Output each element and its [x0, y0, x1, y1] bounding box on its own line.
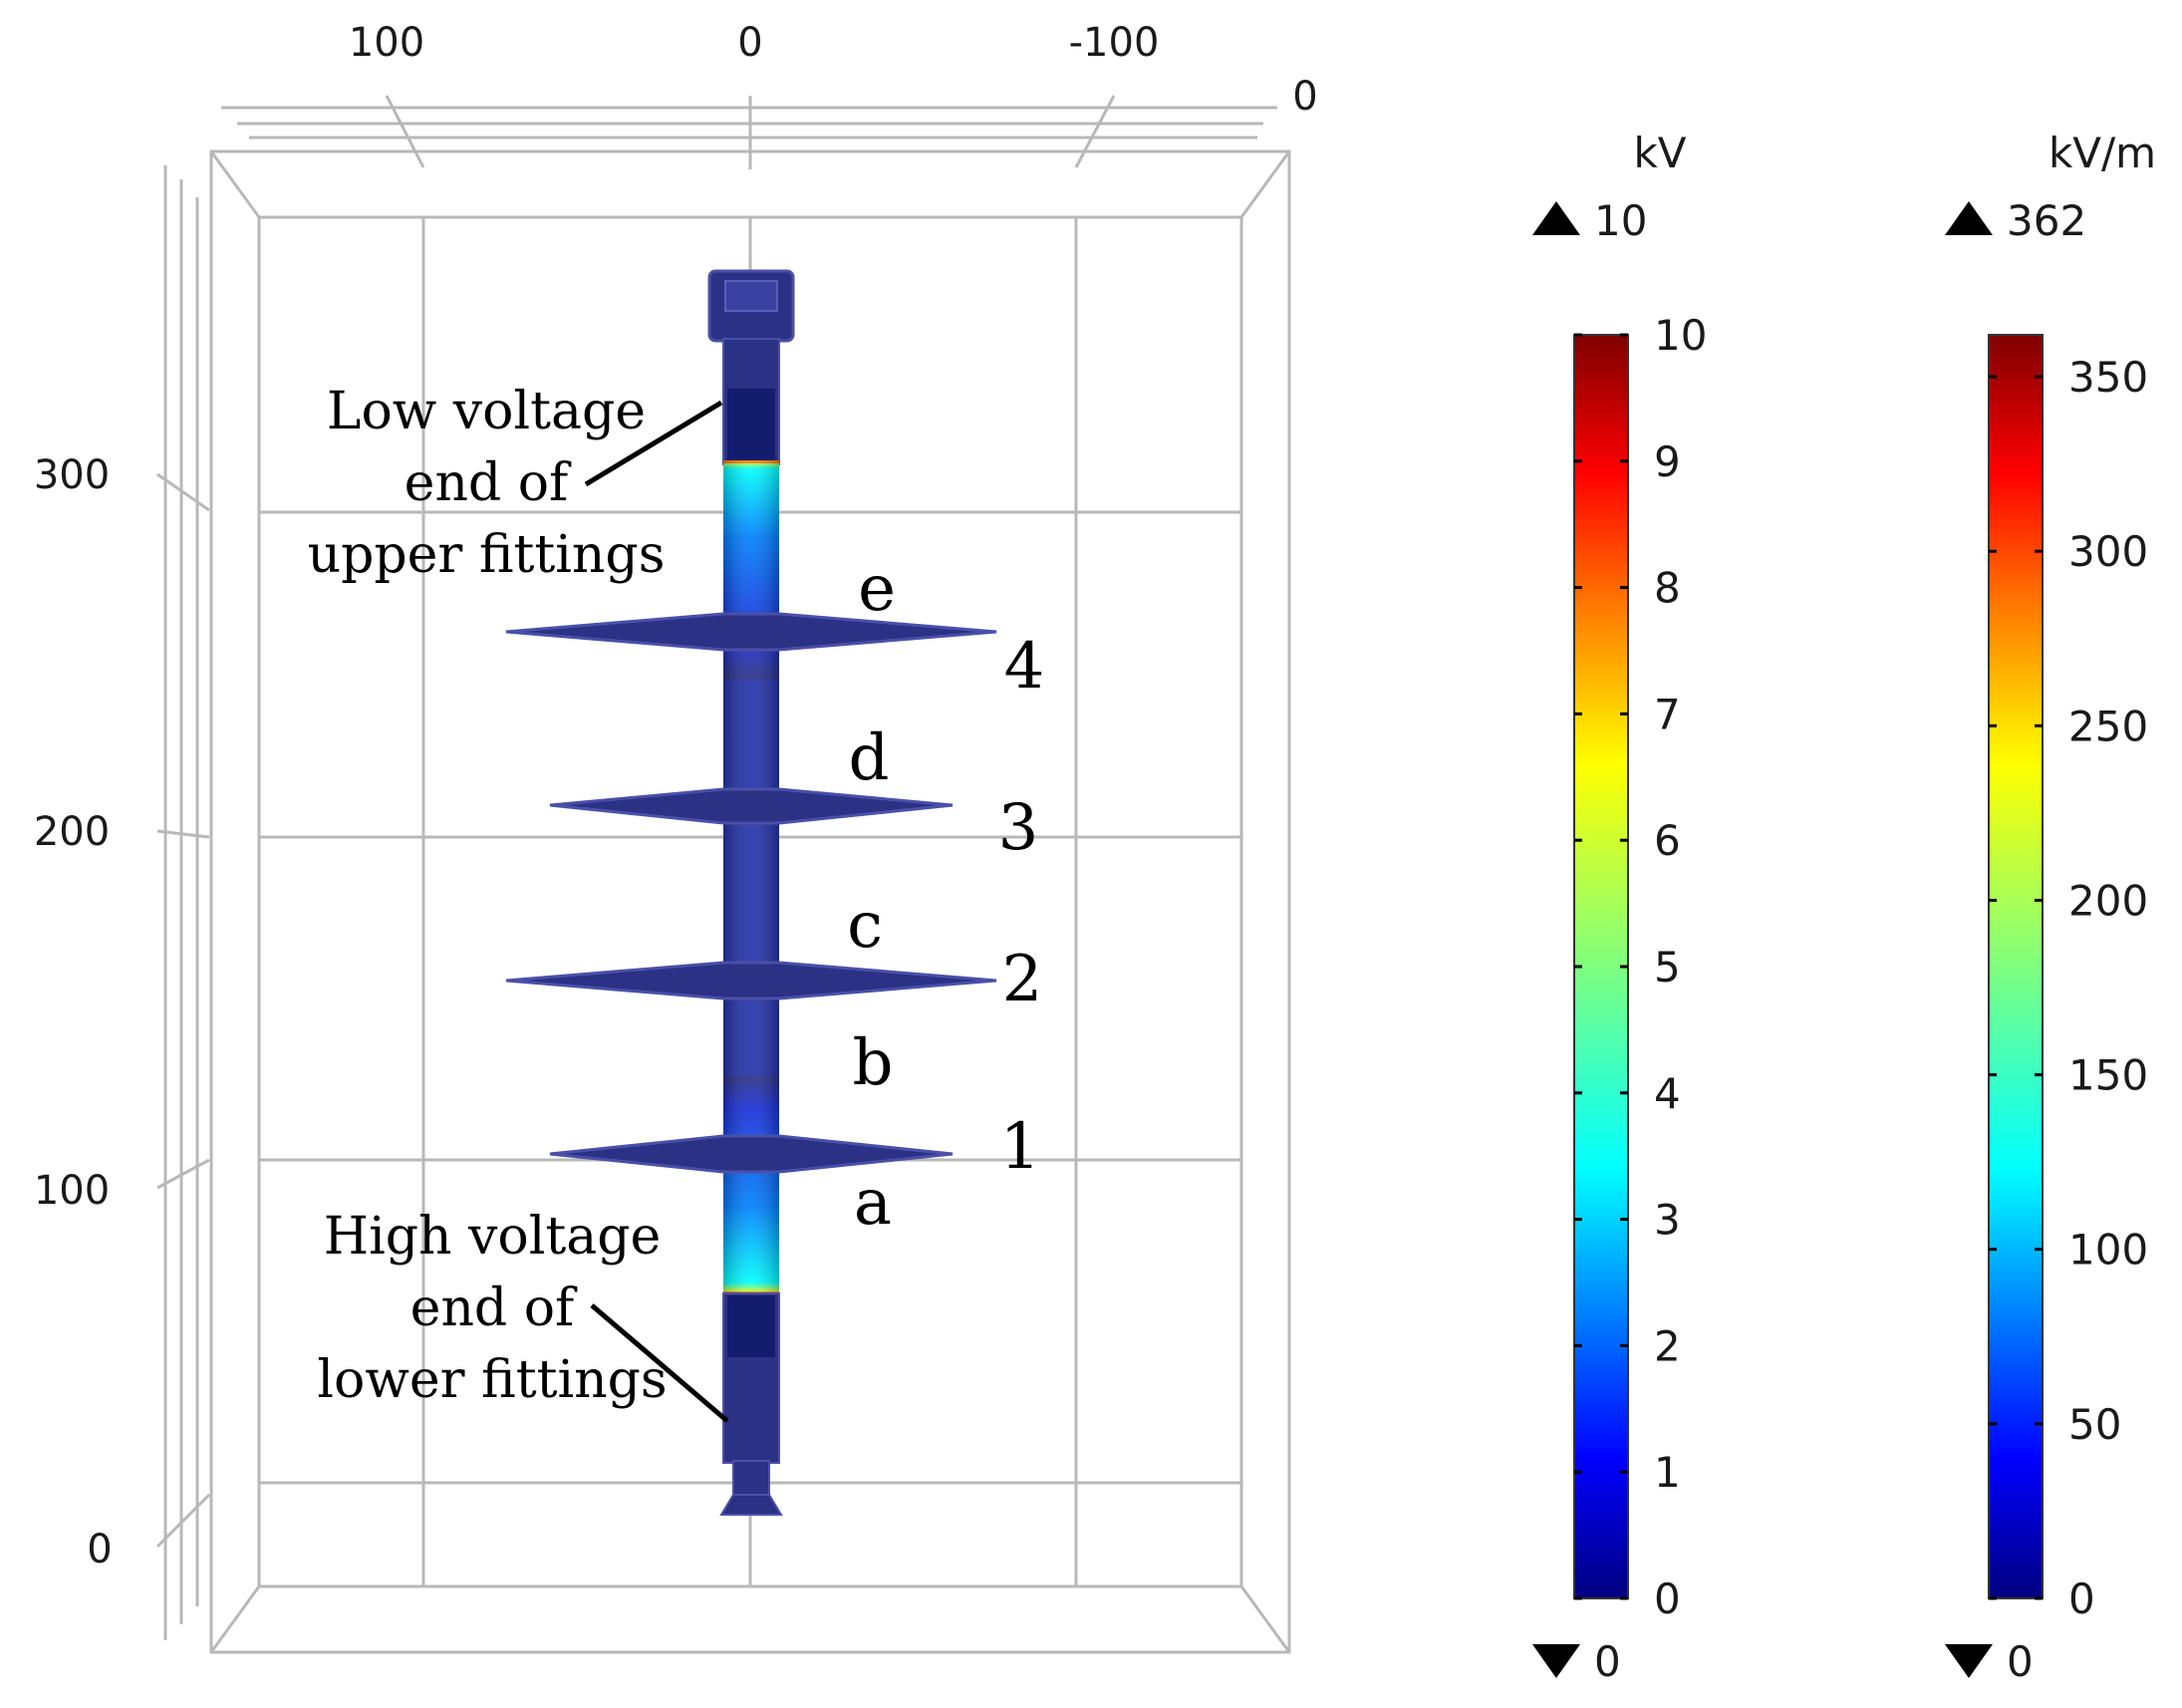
shed-number-label: 4: [1004, 630, 1045, 704]
shed-1: [549, 1134, 954, 1174]
colorbar-tick-label: 100: [2068, 1226, 2148, 1275]
insulator: [505, 269, 997, 1516]
left-axis: [155, 165, 211, 1640]
colorbar-unit: kV/m: [2048, 129, 2156, 177]
annotation-line: end of: [410, 1279, 578, 1338]
colorbar-tick-label: 0: [1654, 1574, 1681, 1623]
depth-tick-label: 0: [1292, 74, 1317, 120]
corner-edge-br: [1239, 1585, 1291, 1653]
colorbar-tick-label: 0: [2068, 1574, 2095, 1623]
axis-tick-labels: 100 0 -100 0 300 200 100 0: [34, 20, 1318, 1572]
max-triangle-icon: [1532, 201, 1580, 235]
corner-edge-bl: [209, 1585, 261, 1653]
colorbar-max-label: 10: [1594, 196, 1647, 245]
high-voltage-annotation: High voltage end of lower fittings: [317, 1207, 729, 1423]
top-tick-label: 100: [349, 20, 424, 66]
annotation-line: upper fittings: [308, 525, 666, 585]
colorbar-tick-label: 4: [1654, 1069, 1681, 1118]
left-tick-label: 200: [34, 809, 110, 855]
colorbar-max-label: 362: [2007, 196, 2086, 245]
section-letter-label: e: [858, 552, 896, 626]
colorbar-tick-label: 9: [1654, 437, 1681, 486]
leader-line: [584, 400, 723, 487]
colorbar-tick-label: 1: [1654, 1448, 1681, 1497]
shed-numbers: 4 3 2 1: [998, 630, 1045, 1184]
colorbar-tick-label: 5: [1654, 943, 1681, 992]
colorbar-tick-label: 50: [2068, 1400, 2121, 1449]
colorbar-field: kV/m 362 350 300 250 200 150 100 50 0 0: [1945, 129, 2156, 1686]
annotation-line: Low voltage: [327, 382, 646, 441]
colorbar-tick-label: 200: [2068, 876, 2148, 925]
max-triangle-icon: [1945, 201, 1993, 235]
top-tick-label: -100: [1069, 20, 1160, 66]
lower-fitting-neck: [732, 1460, 770, 1496]
colorbar-min-label: 0: [2007, 1637, 2034, 1686]
shed-number-label: 1: [1000, 1110, 1041, 1184]
colorbar-tick-label: 2: [1654, 1321, 1681, 1370]
corner-edge-tr: [1239, 150, 1291, 218]
annotation-line: end of: [405, 453, 572, 513]
top-tick-label: 0: [737, 20, 762, 66]
lower-fitting-base: [719, 1494, 783, 1516]
section-letter-label: a: [854, 1166, 892, 1240]
colorbar-tick-label: 10: [1654, 311, 1707, 360]
left-tick-label: 100: [34, 1168, 110, 1214]
colorbar-tick-label: 8: [1654, 564, 1681, 613]
leader-line: [590, 1303, 729, 1423]
section-letters: e d c b a: [847, 552, 896, 1240]
section-letter-label: d: [849, 721, 890, 795]
colorbar-tick-label: 250: [2068, 702, 2148, 750]
colorbar-ticks: 350 300 250 200 150 100 50 0: [1989, 353, 2148, 1623]
colorbar-gradient: [1573, 334, 1629, 1599]
low-voltage-annotation: Low voltage end of upper fittings: [308, 382, 723, 585]
colorbar-tick-label: 7: [1654, 690, 1681, 738]
colorbar-tick-label: 6: [1654, 816, 1681, 865]
shed-number-label: 2: [1002, 943, 1043, 1016]
section-letter-label: b: [853, 1026, 894, 1100]
left-tick-label: 300: [34, 452, 110, 498]
annotation-line: lower fittings: [317, 1350, 667, 1410]
colorbar-tick-label: 3: [1654, 1196, 1681, 1245]
shed-3: [549, 787, 954, 825]
left-tick-label: 0: [87, 1527, 112, 1572]
section-letter-label: c: [847, 889, 883, 963]
colorbar-tick-label: 350: [2068, 353, 2148, 402]
shed-4: [505, 612, 997, 652]
upper-fitting-cap-detail: [724, 280, 778, 312]
colorbar-tick-label: 300: [2068, 527, 2148, 576]
upper-fitting-dark-band: [727, 389, 775, 462]
colorbar-gradient: [1988, 334, 2044, 1599]
min-triangle-icon: [1945, 1644, 1993, 1678]
corner-edge-tl: [209, 150, 261, 218]
lower-fitting-dark-band: [727, 1295, 775, 1357]
top-axis: [221, 95, 1277, 169]
colorbar-min-label: 0: [1594, 1637, 1621, 1686]
colorbar-unit: kV: [1633, 129, 1686, 177]
annotation-line: High voltage: [324, 1207, 662, 1267]
shed-number-label: 3: [998, 791, 1039, 865]
colorbar-tick-label: 150: [2068, 1051, 2148, 1100]
shed-2: [505, 961, 997, 1000]
min-triangle-icon: [1532, 1644, 1580, 1678]
